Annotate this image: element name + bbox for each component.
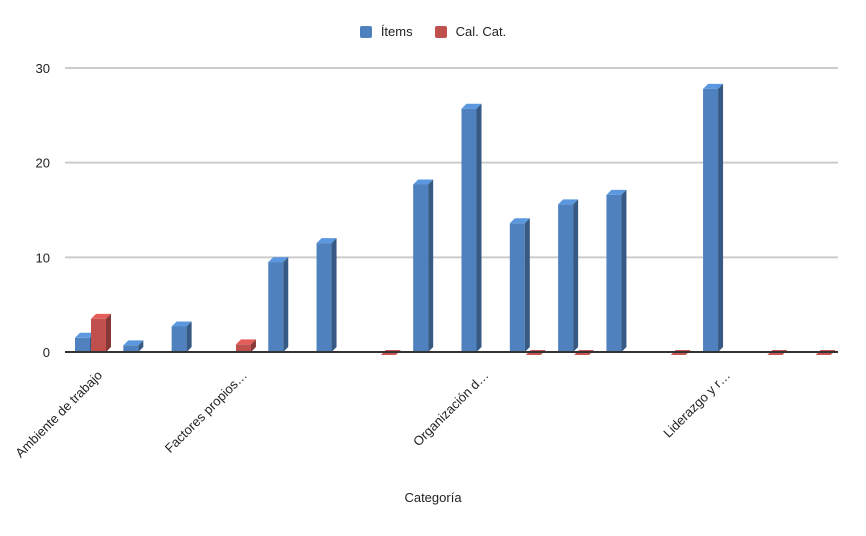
bar-face: [171, 326, 187, 352]
bar-face: [703, 88, 719, 353]
legend-swatch-items: [359, 25, 372, 38]
bar-top: [123, 340, 144, 346]
bar-side: [106, 313, 111, 352]
bar-side: [524, 218, 530, 352]
bar-items: [509, 218, 530, 352]
legend-item-cal-cat[interactable]: Cal. Cat.: [434, 24, 507, 39]
bar-side: [476, 103, 482, 352]
bar-side: [621, 189, 627, 352]
bar-side: [186, 321, 192, 352]
x-tick-label: Ambiente de trabajo: [12, 368, 105, 461]
bar-face: [268, 262, 284, 352]
bar-items: [316, 238, 337, 352]
bar-items: [171, 321, 192, 352]
bar-top: [558, 199, 579, 205]
bar-top: [171, 321, 192, 327]
bar-face: [123, 345, 139, 352]
legend-label-cal-cat: Cal. Cat.: [455, 24, 507, 39]
bar-face: [461, 108, 477, 352]
bar-top: [413, 179, 434, 185]
bar-face: [509, 223, 525, 352]
bar-side: [331, 238, 337, 352]
y-tick-label: 30: [36, 61, 50, 76]
legend-label-items: Ítems: [380, 24, 413, 39]
x-axis-title: Categoría: [404, 490, 462, 505]
bar-items: [268, 257, 289, 352]
legend-item-items[interactable]: Ítems: [359, 24, 413, 39]
bar-cal-cat: [91, 313, 111, 352]
bar-top: [509, 218, 530, 224]
bar-side: [283, 257, 289, 352]
x-tick-label: Liderazgo y r…: [660, 368, 733, 441]
x-tick-label: Organización d…: [410, 368, 492, 450]
bar-top: [75, 332, 95, 338]
y-tick-label: 0: [43, 345, 50, 360]
bar-top: [316, 238, 337, 244]
bar-top: [91, 313, 111, 319]
bar-cal-cat: [235, 339, 256, 352]
bar-top: [235, 339, 256, 345]
bar-face: [606, 194, 622, 352]
bar-side: [718, 83, 724, 353]
bar-face: [558, 204, 574, 352]
bar-face: [235, 344, 251, 352]
bar-top: [268, 257, 289, 263]
bar-side: [428, 179, 434, 352]
x-tick-label: Factores propios…: [162, 368, 250, 456]
legend-swatch-cal-cat: [434, 25, 447, 38]
bar-side: [138, 340, 144, 352]
bar-top: [703, 83, 724, 89]
bar-items: [703, 83, 724, 353]
y-tick-label: 20: [36, 156, 50, 171]
bar-face: [75, 337, 90, 352]
bar-side: [573, 199, 579, 352]
bar-top: [461, 103, 482, 109]
bar-items: [413, 179, 434, 352]
bar-items: [461, 103, 482, 352]
bar-side: [250, 339, 256, 352]
y-tick-label: 10: [36, 250, 50, 265]
bar-items: [558, 199, 579, 352]
bar-face: [413, 184, 429, 352]
bar-face: [91, 318, 106, 352]
legend: Ítems Cal. Cat.: [0, 24, 866, 39]
bar-items: [123, 340, 144, 352]
bar-items: [606, 189, 627, 352]
bar-face: [316, 243, 332, 352]
bar-top: [606, 189, 627, 195]
